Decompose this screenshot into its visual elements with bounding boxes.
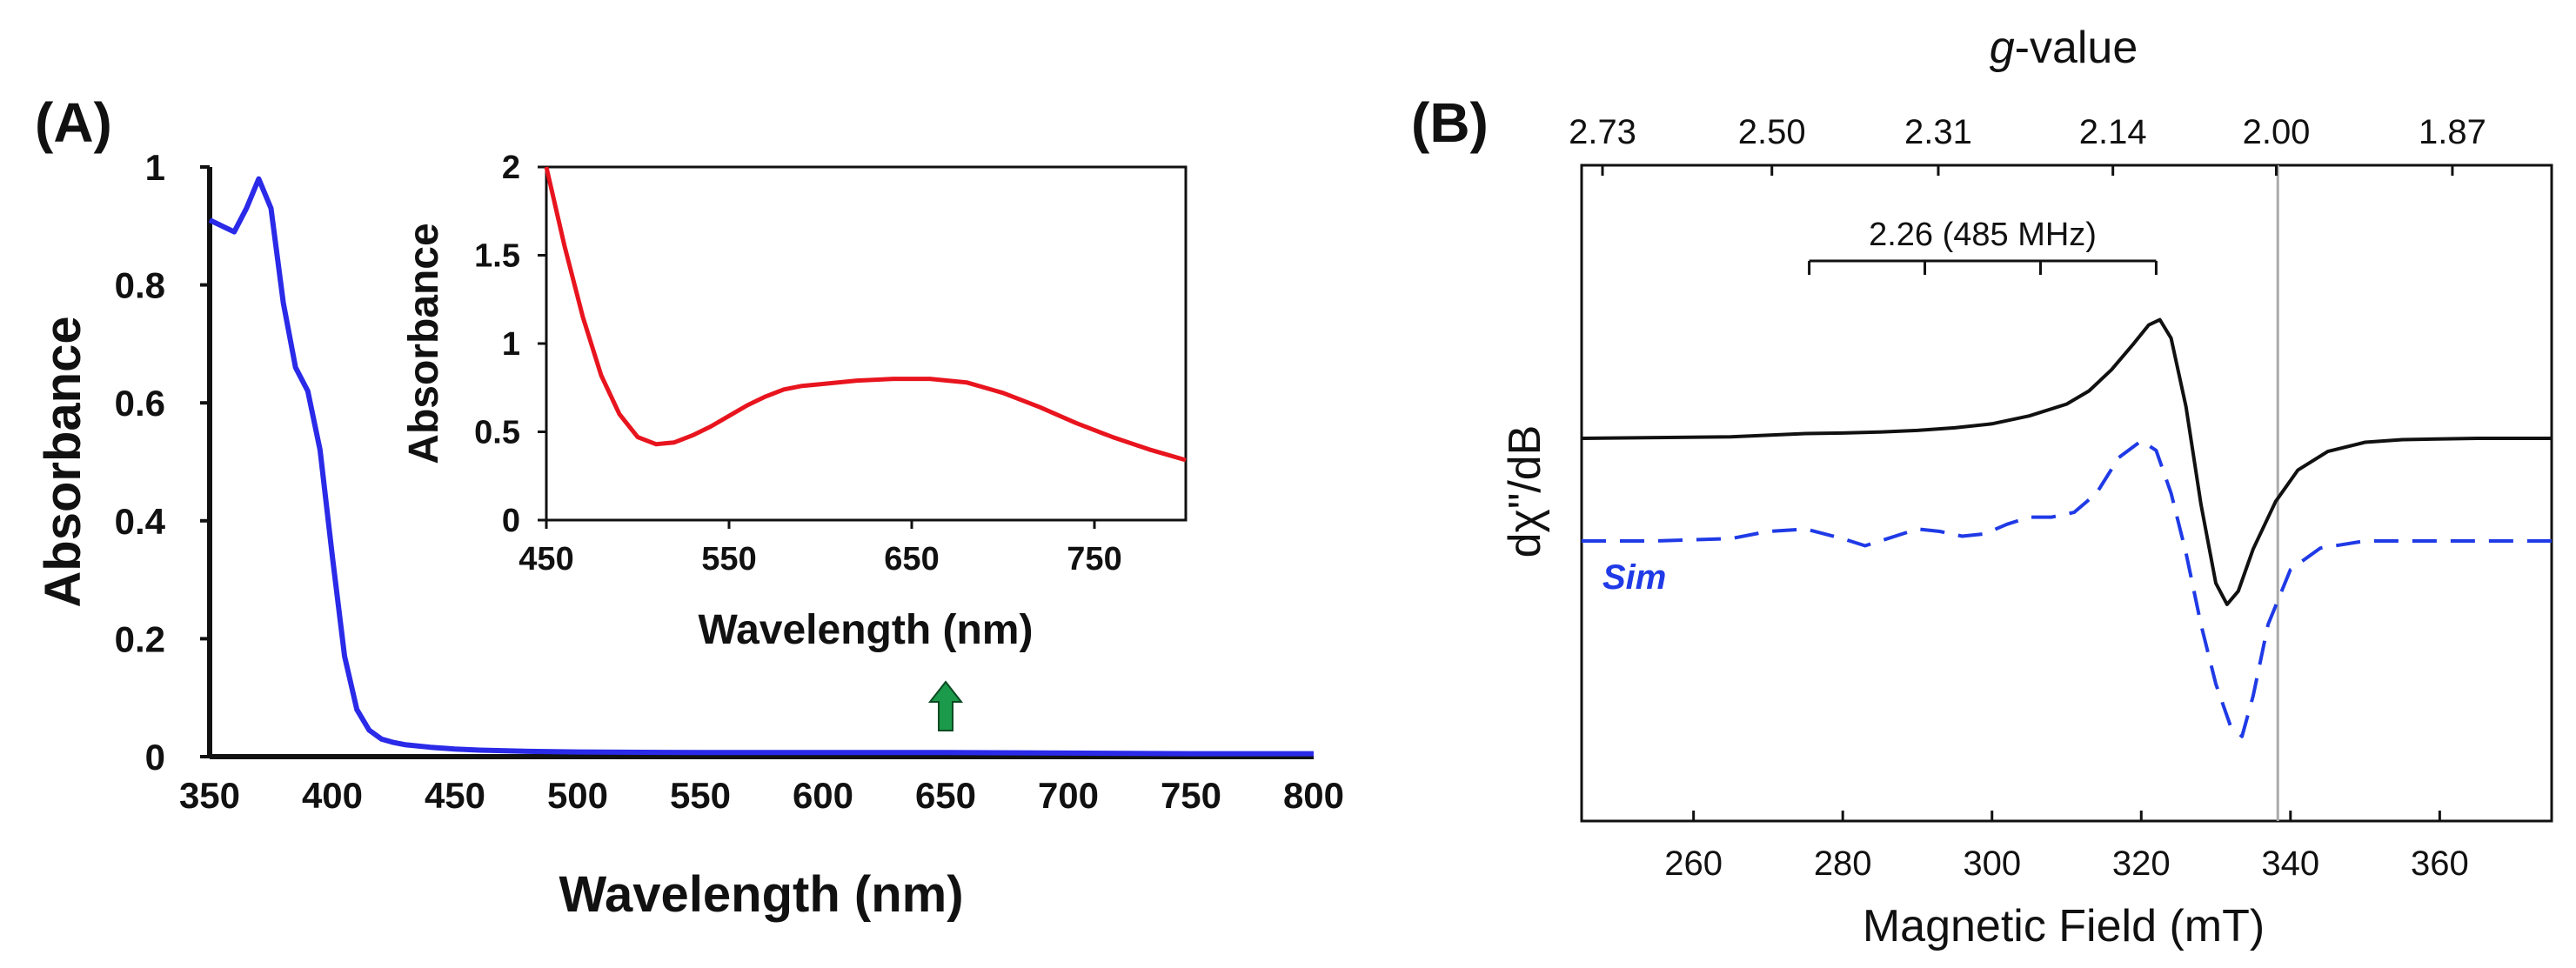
main-x-tick-label: 800 bbox=[1283, 775, 1344, 816]
inset-x-tick-label: 550 bbox=[701, 541, 756, 577]
inset-spectrum-line bbox=[544, 166, 1187, 463]
hyperfine-bracket bbox=[1808, 259, 2158, 275]
main-x-tick-label: 600 bbox=[793, 775, 853, 816]
main-y-tick-label: 0 bbox=[145, 737, 165, 778]
panel-a-label: (A) bbox=[35, 91, 112, 154]
inset-x-tick-label: 750 bbox=[1067, 541, 1121, 577]
inset-x-axis-label: Wavelength (nm) bbox=[699, 607, 1034, 653]
main-x-tick-label: 500 bbox=[547, 775, 608, 816]
main-y-tick-label: 0.2 bbox=[115, 618, 165, 659]
b-bottom-tick-label: 300 bbox=[1963, 844, 2021, 883]
panel-b-label: (B) bbox=[1411, 91, 1489, 154]
b-top-tick-label: 2.73 bbox=[1569, 113, 1636, 151]
plot-b-frame bbox=[1580, 164, 2553, 823]
plot-b-x-axis-label: Magnetic Field (mT) bbox=[1863, 901, 2265, 951]
sim-legend-label: Sim bbox=[1602, 558, 1666, 597]
main-spectrum-line bbox=[208, 176, 1314, 757]
b-top-tick-label: 2.00 bbox=[2243, 113, 2311, 151]
inset-y-tick-label: 0 bbox=[502, 503, 520, 539]
inset-y-tick-label: 0.5 bbox=[474, 415, 520, 451]
main-y-tick-label: 1 bbox=[145, 147, 165, 188]
main-x-tick-label: 750 bbox=[1161, 775, 1221, 816]
hyperfine-label: 2.26 (485 MHz) bbox=[1869, 217, 2097, 253]
main-y-axis-label: Absorbance bbox=[35, 316, 91, 607]
main-x-tick-label: 700 bbox=[1038, 775, 1099, 816]
main-x-tick-label: 650 bbox=[915, 775, 976, 816]
inset-y-tick-label: 1 bbox=[502, 326, 520, 363]
inset-chart: 450 550 650 750 0 0.5 1 1.5 2 Wavelength (nm) A… bbox=[401, 150, 1188, 653]
b-bottom-tick-label: 260 bbox=[1664, 844, 1723, 883]
inset-y-axis-label: Absorbance bbox=[401, 223, 447, 464]
inset-y-tick-label: 2 bbox=[502, 150, 520, 186]
wavelength-650-arrow bbox=[927, 680, 964, 731]
plot-b-y-axis-label: dχ"/dB bbox=[1500, 425, 1550, 558]
main-x-tick-label: 550 bbox=[670, 775, 731, 816]
b-bottom-tick-label: 360 bbox=[2411, 844, 2469, 883]
panel-b: (B) g-value 260 280 300 320 340 360 2.73 2.50 2… bbox=[1411, 23, 2553, 951]
b-top-tick-label: 2.31 bbox=[1904, 113, 1972, 151]
inset-x-tick-label: 650 bbox=[884, 541, 939, 577]
simulated-spectrum-line bbox=[1582, 438, 2552, 738]
inset-x-tick-label: 450 bbox=[519, 541, 573, 577]
inset-frame bbox=[545, 165, 1188, 522]
main-x-axis-label: Wavelength (nm) bbox=[559, 866, 963, 923]
b-top-tick-label: 1.87 bbox=[2419, 113, 2486, 151]
inset-y-tick-label: 1.5 bbox=[474, 238, 520, 275]
top-axis-title-rest: -value bbox=[2015, 23, 2138, 73]
b-top-tick-label: 2.50 bbox=[1738, 113, 1806, 151]
main-x-tick-label: 400 bbox=[302, 775, 363, 816]
experimental-spectrum-line bbox=[1581, 317, 2552, 606]
b-bottom-tick-label: 340 bbox=[2261, 844, 2319, 883]
main-y-tick-label: 0.4 bbox=[115, 501, 166, 542]
main-y-tick-label: 0.8 bbox=[115, 265, 165, 306]
top-axis-title: g-value bbox=[1990, 23, 2138, 73]
top-axis-title-g: g bbox=[1990, 23, 2015, 73]
b-bottom-tick-label: 280 bbox=[1814, 844, 1872, 883]
b-top-tick-label: 2.14 bbox=[2079, 113, 2147, 151]
main-x-tick-label: 350 bbox=[179, 775, 240, 816]
main-y-tick-label: 0.6 bbox=[115, 383, 165, 424]
b-bottom-tick-label: 320 bbox=[2112, 844, 2171, 883]
main-x-tick-label: 450 bbox=[425, 775, 485, 816]
panel-a: (A) 350 400 450 500 550 600 650 700 750 800 0 0.2 0… bbox=[35, 91, 1344, 923]
